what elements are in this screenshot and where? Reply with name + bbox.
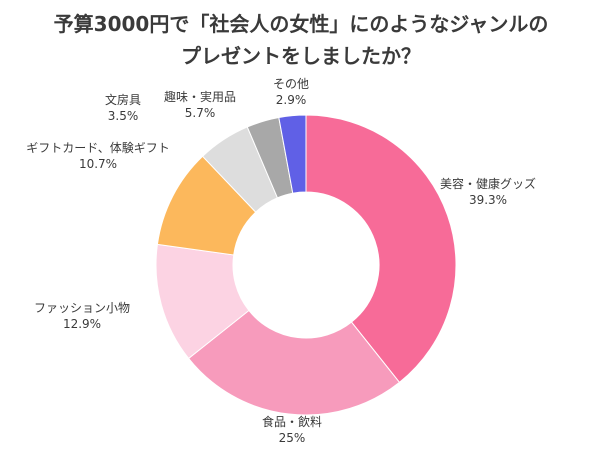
chart-title-line-1: 予算3000円で「社会人の女性」にのようなジャンルの: [53, 12, 549, 36]
slice-value-0: 39.3%: [469, 193, 507, 207]
slice-label-0: 美容・健康グッズ: [440, 176, 536, 191]
slice-label-2: ファッション小物: [34, 301, 130, 315]
slice-6: [278, 114, 307, 194]
slice-label-1: 食品・飲料: [262, 414, 322, 429]
chart-title-line-2: プレゼントをしましたか？: [181, 44, 421, 68]
slice-0: [305, 114, 457, 384]
slice-value-3: 10.7%: [79, 157, 117, 171]
slice-value-6: 2.9%: [276, 93, 307, 107]
slice-value-4: 5.7%: [185, 106, 216, 120]
slice-labels: 美容・健康グッズ 39.3% 食品・飲料 25% ファッション小物 12.9% ギフトカード…: [26, 77, 536, 445]
slice-value-5: 3.5%: [108, 109, 139, 123]
chart-title: 予算3000円で「社会人の女性」にのようなジャンルの プレゼントをしましたか？: [0, 8, 602, 72]
donut-slices: [155, 114, 457, 416]
slice-label-3: ギフトカード、体験ギフト: [26, 140, 170, 155]
slice-value-2: 12.9%: [63, 317, 101, 331]
slice-label-6: その他: [273, 77, 309, 91]
slice-1: [187, 309, 401, 416]
slice-label-4: 趣味・実用品: [164, 89, 236, 104]
slice-value-1: 25%: [279, 431, 306, 445]
slice-label-5: 文房具: [105, 92, 141, 107]
